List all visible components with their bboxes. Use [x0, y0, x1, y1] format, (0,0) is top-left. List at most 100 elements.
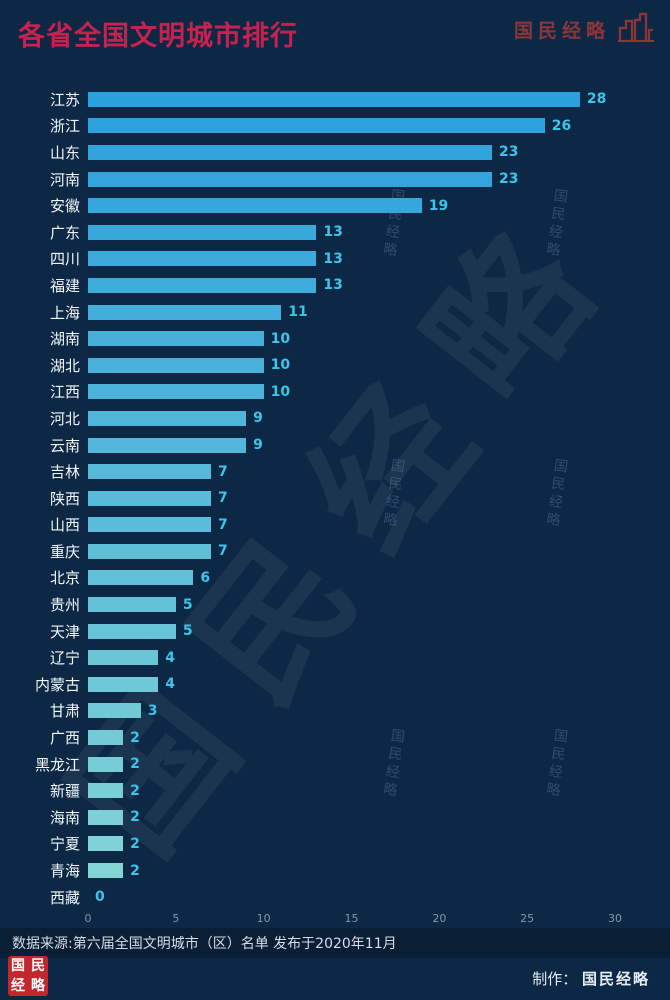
bar-value-label: 2: [130, 756, 140, 773]
seal-char: 略: [31, 978, 45, 994]
bar-category-label: 山东: [49, 143, 80, 162]
bar-category-label: 江苏: [49, 90, 80, 109]
x-tick-label: 15: [344, 912, 359, 925]
bar-value-label: 4: [165, 649, 176, 666]
chart-row: 重庆 7: [0, 538, 670, 565]
chart-row: 山西 7: [0, 512, 670, 539]
source-bar: 数据来源:第六届全国文明城市（区）名单 发布于2020年11月: [0, 928, 670, 958]
bar-category-label: 湖南: [49, 330, 80, 349]
chart-row: 福建 13: [0, 272, 670, 299]
bar: [88, 331, 264, 347]
bar: [88, 118, 545, 134]
chart-row: 北京 6: [0, 565, 670, 592]
bar: [88, 517, 211, 533]
bar-category-label: 江西: [49, 383, 80, 402]
bar-value-label: 9: [253, 410, 263, 427]
x-tick-label: 20: [432, 912, 447, 925]
bar-category-label: 河北: [49, 409, 80, 428]
bar-value-label: 7: [217, 490, 228, 507]
bar-value-label: 2: [130, 782, 140, 799]
chart-row: 黑龙江 2: [0, 751, 670, 778]
bar-value-label: 7: [217, 543, 228, 560]
chart-row: 贵州 5: [0, 591, 670, 618]
x-tick-label: 30: [608, 912, 622, 925]
bar-value-label: 13: [323, 250, 343, 267]
bar: [88, 863, 124, 879]
credit-label: 制作：: [532, 970, 578, 988]
bar-value-label: 5: [182, 596, 193, 613]
chart-row: 浙江 26: [0, 113, 670, 140]
chart-row: 四川 13: [0, 246, 670, 273]
bar-category-label: 湖北: [49, 356, 80, 375]
bar: [88, 357, 264, 373]
bar-category-label: 海南: [49, 808, 80, 827]
bar-value-label: 2: [130, 729, 140, 746]
bar: [88, 384, 264, 400]
bar-value-label: 2: [130, 809, 140, 826]
chart-row: 吉林 7: [0, 458, 670, 485]
bar-category-label: 云南: [49, 436, 80, 455]
bar-category-label: 内蒙古: [34, 675, 80, 694]
chart-row: 广西 2: [0, 724, 670, 751]
bar-category-label: 河南: [49, 170, 80, 189]
bar-value-label: 2: [130, 835, 140, 852]
bar-category-label: 重庆: [49, 542, 80, 561]
brand-name: 国民经略: [513, 19, 610, 42]
chart-row: 青海 2: [0, 857, 670, 884]
chart-row: 湖北 10: [0, 352, 670, 379]
bar-category-label: 四川: [49, 250, 80, 269]
bar-value-label: 2: [130, 862, 140, 879]
chart-row: 湖南 10: [0, 325, 670, 352]
bar-category-label: 山西: [49, 516, 80, 535]
bar: [88, 597, 176, 613]
bar-category-label: 安徽: [49, 197, 80, 216]
bar: [88, 836, 124, 852]
bar-value-label: 13: [323, 277, 343, 294]
bar: [88, 91, 580, 107]
brand-seal: 国 民 经 略: [8, 956, 48, 996]
bar-value-label: 7: [217, 463, 228, 480]
chart-row: 上海 11: [0, 299, 670, 326]
bar-value-label: 0: [95, 889, 105, 906]
bar-category-label: 广东: [49, 223, 80, 242]
bar-value-label: 28: [586, 91, 607, 108]
bar-category-label: 浙江: [49, 117, 80, 136]
bar: [88, 277, 317, 293]
bar: [88, 464, 211, 480]
credit-line: 制作： 国民经略: [532, 968, 650, 989]
chart-row: 江西 10: [0, 379, 670, 406]
x-tick-label: 10: [256, 912, 271, 925]
page-title: 各省全国文明城市排行: [18, 21, 298, 52]
chart-row: 江苏 28: [0, 86, 670, 113]
seal-char: 民: [31, 958, 45, 974]
bar-category-label: 黑龙江: [34, 755, 80, 774]
chart-row: 海南 2: [0, 804, 670, 831]
chart-row: 山东 23: [0, 139, 670, 166]
bar: [88, 783, 124, 799]
bar: [88, 650, 159, 666]
x-axis: 0 5 10 15 20 25 30: [84, 912, 623, 928]
bar-value-label: 23: [499, 171, 519, 188]
chart-row: 云南 9: [0, 432, 670, 459]
bar: [88, 756, 124, 772]
bar-value-label: 5: [182, 623, 193, 640]
bar-category-label: 甘肃: [49, 702, 80, 721]
bar: [88, 676, 159, 692]
bar-value-label: 10: [270, 357, 291, 374]
seal-char: 经: [11, 978, 25, 994]
bar: [88, 543, 211, 559]
bar-category-label: 吉林: [49, 463, 80, 482]
bar-category-label: 上海: [49, 303, 80, 322]
bar-value-label: 10: [270, 330, 291, 347]
chart-row: 辽宁 4: [0, 644, 670, 671]
bar: [88, 730, 124, 746]
credit-value: 国民经略: [581, 970, 650, 988]
x-tick-label: 0: [84, 912, 92, 925]
bar: [88, 437, 247, 453]
bar-value-label: 9: [253, 437, 263, 454]
bar-category-label: 北京: [49, 569, 80, 588]
chart-row: 内蒙古 4: [0, 671, 670, 698]
bar: [88, 224, 317, 240]
bar: [88, 410, 247, 426]
